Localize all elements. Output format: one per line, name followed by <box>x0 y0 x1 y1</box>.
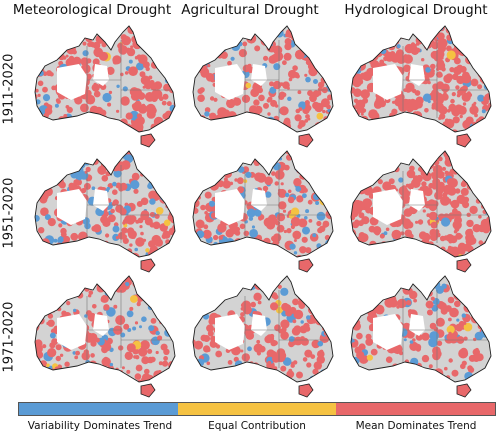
map-panel-r2-c0 <box>22 270 184 398</box>
column-title-meteorological: Meteorological Drought <box>12 2 172 18</box>
row-label-1911-2020: 1911-2020 <box>1 53 17 125</box>
map-panel-r1-c0 <box>22 145 184 273</box>
australia-map <box>192 25 334 148</box>
australia-map <box>34 25 176 148</box>
australia-map <box>34 275 176 398</box>
map-panel-r2-c2 <box>338 270 500 398</box>
legend-colorbar <box>18 402 496 416</box>
row-label-1951-2020: 1951-2020 <box>1 177 17 249</box>
legend-swatch-variability <box>19 403 178 415</box>
legend-swatch-equal <box>177 403 337 415</box>
map-panel-r0-c0 <box>22 20 184 148</box>
column-title-hydrological: Hydrological Drought <box>344 2 488 18</box>
row-label-1971-2020: 1971-2020 <box>1 301 17 373</box>
map-panel-r0-c2 <box>338 20 500 148</box>
australia-map <box>350 150 492 273</box>
australia-map <box>350 25 492 148</box>
australia-map <box>350 275 492 398</box>
australia-map <box>192 275 334 398</box>
legend-label-mean: Mean Dominates Trend <box>355 420 477 432</box>
map-panel-r0-c1 <box>180 20 342 148</box>
legend-swatch-mean <box>336 403 496 415</box>
map-panel-r1-c1 <box>180 145 342 273</box>
australia-map <box>192 150 334 273</box>
map-panel-r1-c2 <box>338 145 500 273</box>
legend-label-equal: Equal Contribution <box>208 420 306 432</box>
legend-label-variability: Variability Dominates Trend <box>27 420 173 432</box>
australia-map <box>34 150 176 273</box>
map-panel-r2-c1 <box>180 270 342 398</box>
column-title-agricultural: Agricultural Drought <box>181 2 319 18</box>
